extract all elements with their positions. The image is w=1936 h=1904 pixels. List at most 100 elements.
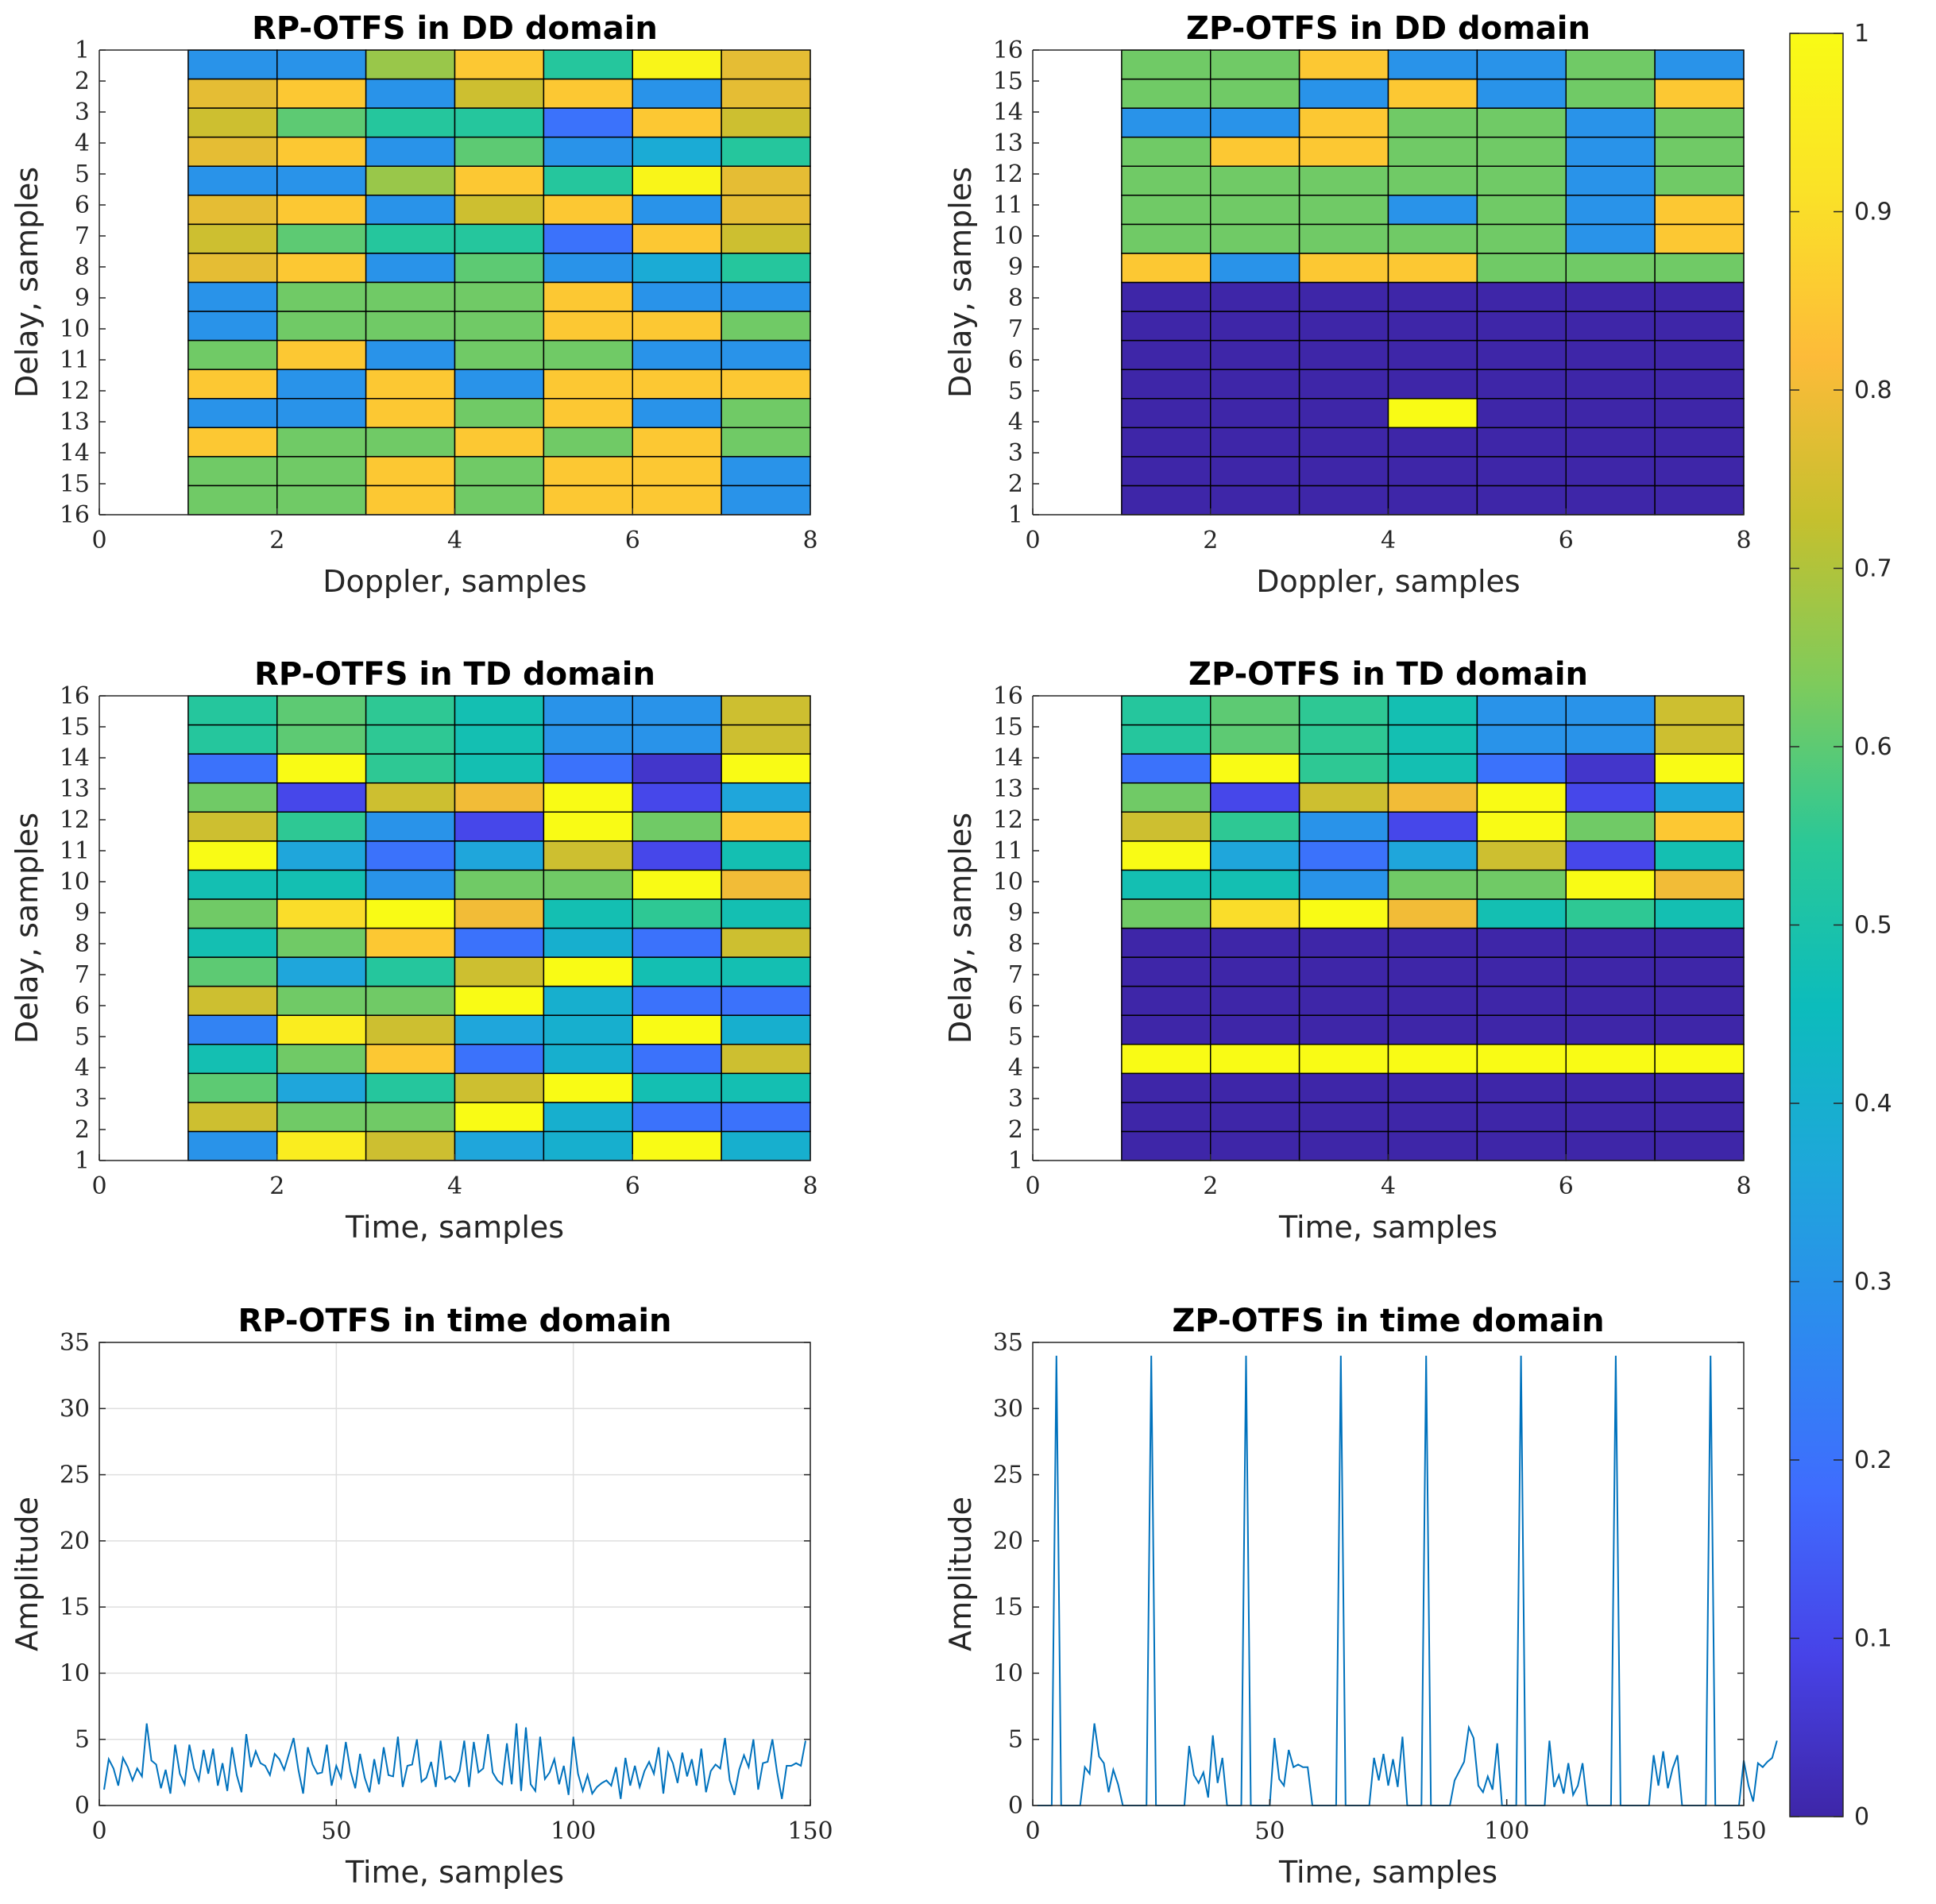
y-tick-label: 16 <box>993 37 1023 64</box>
y-tick-label: 20 <box>993 1527 1023 1555</box>
heatmap-cell <box>543 78 633 109</box>
heatmap-cell <box>187 165 278 196</box>
heatmap-cell <box>543 311 633 342</box>
y-tick-label: 25 <box>993 1462 1023 1489</box>
heatmap-cell <box>1476 223 1567 254</box>
heatmap-cell <box>276 898 367 929</box>
heatmap-cell <box>1298 369 1389 400</box>
heatmap-cell <box>1565 811 1656 842</box>
y-tick-label: 4 <box>75 129 90 157</box>
x-tick-label: 4 <box>447 1172 462 1200</box>
heatmap-cell <box>1210 1044 1300 1075</box>
heatmap-cell <box>276 724 367 755</box>
heatmap-cell <box>1121 840 1211 871</box>
heatmap-cell <box>1654 927 1745 958</box>
heatmap-cell <box>721 107 811 138</box>
heatmap-cell <box>365 165 456 196</box>
heatmap-cell <box>187 281 278 312</box>
heatmap-cell <box>454 223 545 254</box>
heatmap-cell <box>1387 456 1478 487</box>
heatmap-cell <box>365 49 456 80</box>
y-tick-label: 15 <box>60 470 90 498</box>
chart-title: ZP-OTFS in time domain <box>1172 1303 1604 1339</box>
heatmap-cell <box>1387 724 1478 755</box>
heatmap-cell <box>187 898 278 929</box>
heatmap-cell <box>365 753 456 784</box>
y-tick-label: 10 <box>993 1659 1023 1687</box>
heatmap-cell <box>721 1102 811 1133</box>
y-tick-label: 7 <box>75 222 90 250</box>
y-tick-label: 9 <box>1008 899 1023 927</box>
heatmap-cell <box>721 927 811 958</box>
y-tick-label: 14 <box>993 98 1023 126</box>
heatmap-cell <box>1654 1102 1745 1133</box>
heatmap-cell <box>543 49 633 80</box>
heatmap-cell <box>543 456 633 487</box>
heatmap-cell <box>632 1044 722 1075</box>
heatmap-cell <box>1476 695 1567 726</box>
y-tick-label: 14 <box>60 744 90 772</box>
heatmap-cell <box>1210 253 1300 284</box>
heatmap-cell <box>543 782 633 813</box>
heatmap-cell <box>632 1130 722 1161</box>
x-tick-label: 6 <box>1559 527 1574 554</box>
y-tick-label: 5 <box>75 1023 90 1051</box>
heatmap-cell <box>1121 281 1211 312</box>
heatmap-cell <box>1476 339 1567 370</box>
x-tick-label: 150 <box>787 1817 833 1845</box>
heatmap-cell <box>1476 985 1567 1016</box>
heatmap-cell <box>1121 1072 1211 1103</box>
heatmap-cell <box>632 49 722 80</box>
heatmap-cell <box>543 339 633 370</box>
chart-title: RP-OTFS in DD domain <box>252 10 658 47</box>
y-tick-label: 8 <box>75 253 90 281</box>
heatmap-cell <box>1121 1014 1211 1045</box>
heatmap-cell <box>1298 985 1389 1016</box>
heatmap-cell <box>187 1102 278 1133</box>
heatmap-cell <box>632 253 722 284</box>
heatmap-cell <box>1298 869 1389 900</box>
heatmap-cell <box>1298 223 1389 254</box>
y-tick-label: 1 <box>1008 501 1023 529</box>
heatmap-cell <box>1654 840 1745 871</box>
heatmap-cell <box>1121 782 1211 813</box>
heatmap-cell <box>1210 427 1300 458</box>
heatmap-cell <box>632 223 722 254</box>
heatmap-cell <box>721 195 811 226</box>
heatmap-cell <box>1476 724 1567 755</box>
heatmap-cell <box>1298 1130 1389 1161</box>
x-axis-label: Time, samples <box>1278 1210 1497 1245</box>
heatmap-cell <box>721 898 811 929</box>
heatmap-cell <box>1654 811 1745 842</box>
heatmap-cell <box>276 456 367 487</box>
plot-area <box>1033 1342 1744 1806</box>
y-tick-label: 30 <box>60 1395 90 1423</box>
heatmap-cell <box>1565 1044 1656 1075</box>
x-axis-label: Time, samples <box>345 1855 564 1890</box>
heatmap-cell <box>632 78 722 109</box>
heatmap-cell <box>187 1130 278 1161</box>
y-tick-label: 5 <box>1008 377 1023 405</box>
heatmap-cell <box>1210 985 1300 1016</box>
heatmap-cell <box>721 78 811 109</box>
heatmap-cell <box>1476 49 1567 80</box>
heatmap-cell <box>187 1014 278 1045</box>
y-tick-label: 4 <box>75 1054 90 1082</box>
heatmap-cell <box>1387 223 1478 254</box>
colorbar-tick-label: 0.8 <box>1854 377 1892 404</box>
axes-box <box>1032 1342 1745 1806</box>
heatmap-cell <box>721 956 811 987</box>
y-tick-label: 8 <box>1008 284 1023 312</box>
y-tick-label: 4 <box>1008 408 1023 436</box>
x-tick-label: 0 <box>91 1817 106 1845</box>
heatmap-cell <box>1210 398 1300 429</box>
heatmap-cell <box>365 695 456 726</box>
heatmap-cell <box>1298 840 1389 871</box>
y-tick-label: 0 <box>1008 1792 1023 1820</box>
heatmap-cell <box>721 339 811 370</box>
heatmap-cell <box>187 253 278 284</box>
heatmap-cell <box>543 485 633 516</box>
heatmap-cell <box>1210 78 1300 109</box>
heatmap-cell <box>365 339 456 370</box>
heatmap-cell <box>1210 724 1300 755</box>
